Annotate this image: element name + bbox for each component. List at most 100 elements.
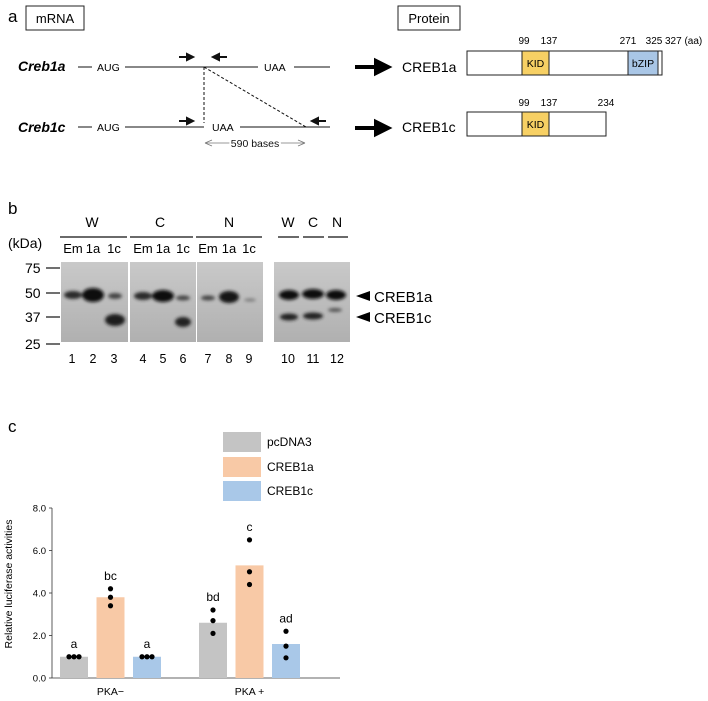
start-codon-creb1a: AUG [97, 62, 120, 74]
legend-label-creb1c: CREB1c [267, 484, 313, 498]
data-point [246, 569, 253, 575]
pos-234-c: 234 [598, 98, 615, 109]
data-point [144, 654, 150, 660]
sublane-label-7: Em [198, 241, 218, 256]
pos-325-a: 325 [646, 36, 663, 47]
right-group-label-n: N [332, 214, 342, 230]
data-point [107, 594, 114, 600]
significance-letter: a [144, 637, 151, 651]
data-point [283, 643, 289, 649]
lane-number-6: 6 [180, 352, 187, 366]
splice-dash-right [203, 66, 307, 128]
panel-c-letter: c [8, 417, 17, 436]
band-lane9-creb1a [244, 298, 256, 302]
band-label-creb1c: CREB1c [374, 310, 432, 327]
data-point [107, 603, 114, 609]
bar-creb1c-pka-plus [272, 644, 300, 678]
significance-letter: bc [104, 569, 117, 583]
data-point [283, 628, 289, 634]
band-lane11-creb1c [303, 312, 323, 320]
translation-arrow-c [355, 118, 393, 138]
lane-number-9: 9 [246, 352, 253, 366]
lane-number-11: 11 [307, 352, 320, 366]
sublane-labels: Em 1a 1c Em 1a 1c Em 1a 1c [63, 241, 256, 256]
band-label-creb1a: CREB1a [374, 289, 433, 306]
bar-creb1c-pka-minus [133, 656, 161, 678]
sublane-label-4: Em [133, 241, 153, 256]
pos-271-a: 271 [620, 36, 637, 47]
protein-box [397, 5, 461, 31]
y-tick-label: 6.0 [33, 546, 46, 557]
primer-forward-arrow-c [179, 116, 196, 126]
sublane-label-8: 1a [222, 241, 237, 256]
lane-number-3: 3 [111, 352, 118, 366]
lane-number-4: 4 [140, 352, 147, 366]
band-lane5-creb1a [152, 290, 174, 302]
data-point [246, 537, 253, 543]
band-lane3-creb1a [108, 293, 122, 299]
legend-swatch-creb1a [223, 457, 261, 477]
translation-arrow-a [355, 57, 393, 77]
pos-99-a: 99 [518, 36, 530, 47]
data-point [149, 654, 155, 660]
sublane-label-3: 1c [107, 241, 121, 256]
x-category-label: PKA + [235, 686, 264, 698]
primer-reverse-arrow-c [309, 116, 326, 126]
band-lane2-creb1a [82, 288, 104, 302]
band-lane10-creb1c [280, 313, 298, 321]
band-lane4-creb1a [134, 292, 152, 300]
data-point [210, 630, 216, 636]
band-lane3-creb1c [105, 314, 125, 326]
bar-chart: 0.0 2.0 4.0 6.0 8.0 a bc a PKA− bd c ad PKA + [33, 504, 340, 698]
mw-label-75: 75 [25, 260, 41, 276]
primer-forward-arrow [179, 52, 196, 62]
lane-number-7: 7 [205, 352, 212, 366]
y-tick-label: 8.0 [33, 504, 46, 515]
right-group-label-c: C [308, 214, 318, 230]
legend-swatch-creb1c [223, 481, 261, 501]
sublane-label-1: Em [63, 241, 83, 256]
sublane-label-6: 1c [176, 241, 190, 256]
mrna-box-label: mRNA [36, 11, 75, 26]
panel-b-letter: b [8, 199, 17, 218]
bar-pcdna3-pka-minus [60, 656, 88, 678]
y-tick-label: 2.0 [33, 631, 46, 642]
group-label-n: N [224, 214, 234, 230]
legend-label-pcdna3: pcDNA3 [267, 435, 312, 449]
mw-label-25: 25 [25, 336, 41, 352]
kid-domain-a [521, 50, 550, 76]
data-point [246, 581, 253, 588]
significance-letter: ad [279, 611, 292, 625]
data-point [76, 654, 82, 660]
start-codon-creb1c: AUG [97, 122, 120, 134]
mw-label-50: 50 [25, 285, 41, 301]
data-point [107, 586, 114, 592]
chart-legend: pcDNA3 CREB1a CREB1c [223, 432, 314, 501]
mrna-box [25, 5, 85, 31]
stop-codon-creb1a: UAA [264, 62, 286, 74]
protein-label-creb1c: CREB1c [402, 119, 456, 135]
lane-number-8: 8 [226, 352, 233, 366]
y-axis-label: Relative luciferase activities [3, 520, 15, 649]
data-point [71, 654, 77, 660]
pos-327-a: 327 (aa) [665, 36, 702, 47]
lane-number-2: 2 [90, 352, 97, 366]
lane-number-10: 10 [281, 352, 295, 366]
y-tick-label: 4.0 [33, 589, 46, 600]
band-lane8-creb1a [219, 291, 239, 303]
sublane-label-2: 1a [86, 241, 101, 256]
deletion-span-arrowheads [204, 139, 306, 147]
lane-numbers: 1 2 3 4 5 6 7 8 9 10 11 12 [69, 352, 344, 366]
band-lane12-creb1c [328, 308, 342, 312]
data-point [283, 655, 289, 661]
pos-99-c: 99 [518, 98, 530, 109]
panel-c: c pcDNA3 CREB1a CREB1c Relative luciferase… [3, 417, 340, 698]
band-lane11-creb1a [302, 289, 324, 299]
lane-number-5: 5 [160, 352, 167, 366]
mw-label-37: 37 [25, 309, 41, 325]
kid-domain-c [521, 111, 550, 137]
panel-a: a mRNA Protein Creb1a AUG UAA Creb1c AUG… [8, 5, 702, 152]
bzip-label: bZIP [632, 58, 654, 70]
pos-137-a: 137 [541, 36, 558, 47]
data-point [66, 654, 72, 660]
